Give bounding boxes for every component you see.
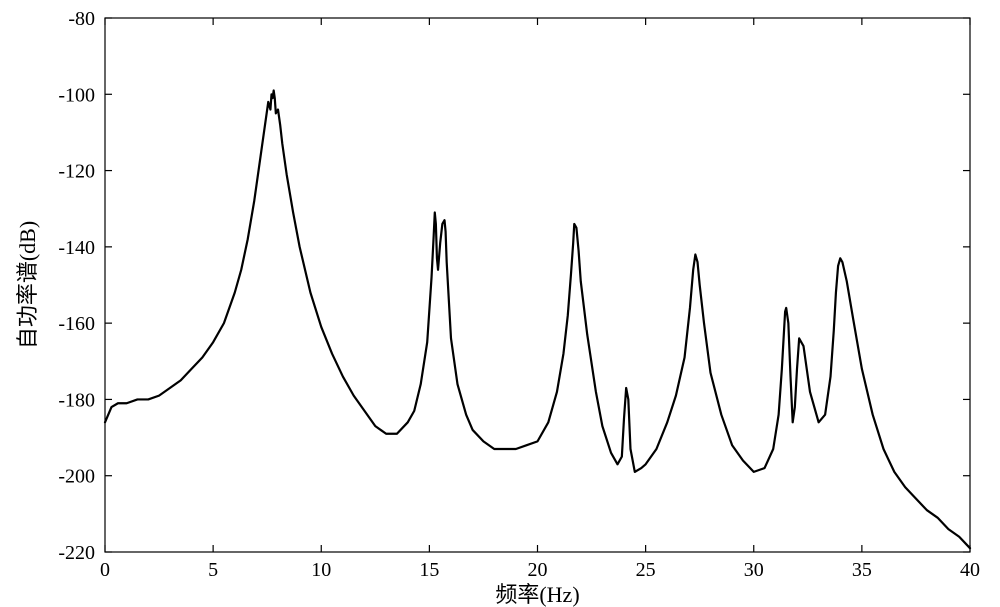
x-tick-label: 40	[960, 559, 980, 581]
chart-svg: 0 5 10 15 20 25 30 35 40 -220 -200 -180 -160 -140 -120…	[0, 0, 1000, 607]
x-tick-label: 25	[636, 559, 656, 581]
y-tick-label: -120	[58, 161, 95, 183]
x-tick-label: 30	[744, 559, 764, 581]
x-axis-label: 频率(Hz)	[495, 582, 579, 607]
y-tick-label: -160	[58, 313, 95, 335]
y-tick-label: -100	[58, 84, 95, 106]
y-tick-label: -220	[58, 542, 95, 564]
x-tick-label: 10	[311, 559, 331, 581]
x-tick-label: 35	[852, 559, 872, 581]
y-axis-label: 自功率谱(dB)	[15, 221, 40, 349]
psd-line-chart: 0 5 10 15 20 25 30 35 40 -220 -200 -180 -160 -140 -120…	[0, 0, 1000, 607]
x-tick-label: 5	[208, 559, 218, 581]
x-tick-label: 20	[528, 559, 548, 581]
x-tick-label: 0	[100, 559, 110, 581]
x-tick-label: 15	[419, 559, 439, 581]
y-tick-label: -180	[58, 389, 95, 411]
y-tick-label: -200	[58, 466, 95, 488]
y-tick-label: -140	[58, 237, 95, 259]
y-tick-label: -80	[68, 8, 95, 30]
